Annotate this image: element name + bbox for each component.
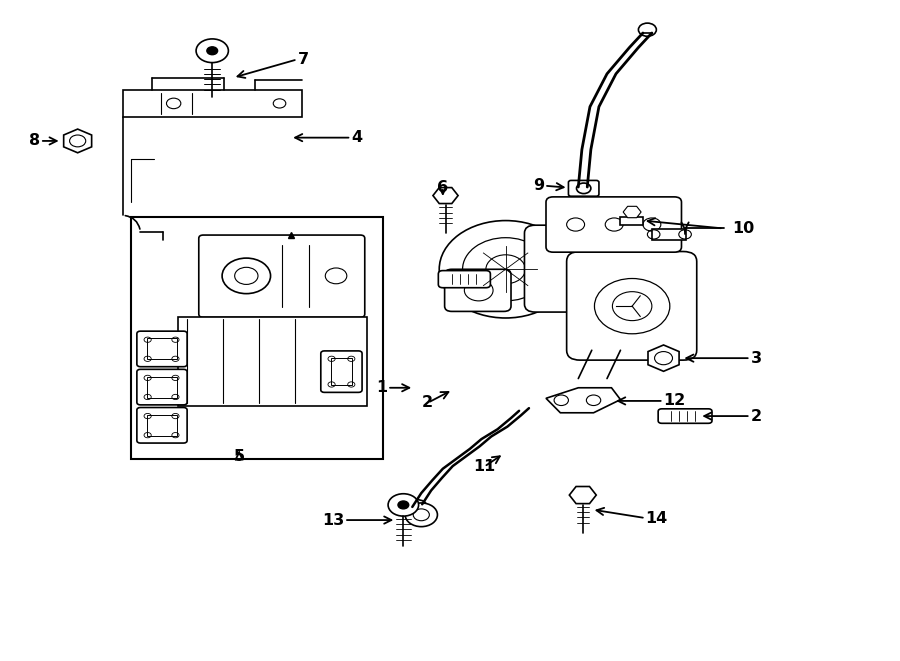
Circle shape bbox=[398, 501, 409, 509]
FancyBboxPatch shape bbox=[546, 197, 681, 253]
Circle shape bbox=[196, 39, 229, 63]
Circle shape bbox=[207, 47, 218, 55]
Circle shape bbox=[439, 221, 572, 318]
Text: 8: 8 bbox=[29, 134, 40, 149]
Text: 5: 5 bbox=[234, 449, 245, 465]
Bar bbox=[122, 91, 302, 116]
Bar bbox=[147, 338, 177, 360]
FancyBboxPatch shape bbox=[445, 269, 511, 311]
FancyBboxPatch shape bbox=[320, 351, 362, 393]
Text: 4: 4 bbox=[351, 130, 363, 145]
FancyBboxPatch shape bbox=[199, 235, 364, 317]
Text: 12: 12 bbox=[663, 393, 686, 408]
Polygon shape bbox=[546, 388, 620, 412]
Bar bbox=[652, 229, 686, 240]
Text: 2: 2 bbox=[751, 408, 761, 424]
Circle shape bbox=[405, 503, 437, 527]
Text: 10: 10 bbox=[733, 221, 755, 236]
FancyBboxPatch shape bbox=[569, 180, 598, 196]
Text: 3: 3 bbox=[751, 350, 761, 366]
FancyBboxPatch shape bbox=[137, 408, 187, 443]
Bar bbox=[178, 317, 366, 407]
Text: 9: 9 bbox=[533, 178, 544, 193]
FancyBboxPatch shape bbox=[438, 270, 491, 288]
FancyBboxPatch shape bbox=[137, 331, 187, 367]
Circle shape bbox=[388, 494, 418, 516]
Text: 2: 2 bbox=[422, 395, 433, 410]
Bar bbox=[147, 377, 177, 398]
FancyBboxPatch shape bbox=[658, 408, 712, 423]
Text: 7: 7 bbox=[298, 52, 309, 67]
Text: 1: 1 bbox=[376, 380, 387, 395]
Text: 6: 6 bbox=[437, 180, 448, 194]
Bar bbox=[147, 414, 177, 436]
FancyBboxPatch shape bbox=[567, 252, 697, 360]
FancyBboxPatch shape bbox=[137, 369, 187, 405]
Bar bbox=[620, 217, 643, 225]
Text: 14: 14 bbox=[645, 510, 668, 525]
Bar bbox=[330, 358, 352, 385]
FancyBboxPatch shape bbox=[525, 225, 622, 312]
Bar bbox=[131, 217, 382, 459]
Text: 13: 13 bbox=[322, 512, 344, 527]
Text: 11: 11 bbox=[473, 459, 495, 474]
